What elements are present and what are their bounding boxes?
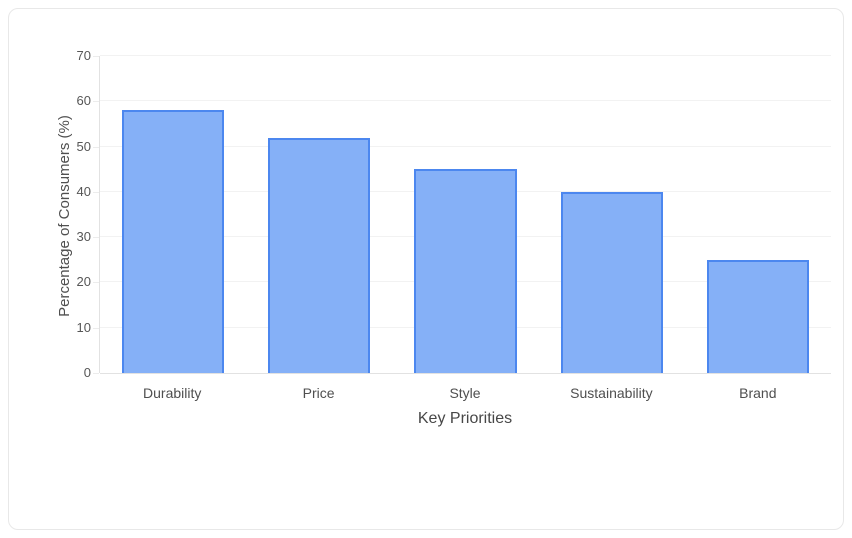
y-gridline — [100, 146, 831, 147]
x-axis-labels: Durability Price Style Sustainability Brand — [99, 383, 831, 403]
bar-slot — [392, 56, 538, 373]
y-tick-mark — [93, 147, 99, 148]
y-tick-mark — [93, 101, 99, 102]
plot-area — [99, 55, 831, 374]
bar-slot — [100, 56, 246, 373]
bar-slot — [539, 56, 685, 373]
bar-style — [414, 169, 517, 373]
bar-sustainability — [560, 191, 663, 373]
x-axis-title: Key Priorities — [417, 410, 513, 427]
x-category-label: Sustainability — [570, 385, 653, 401]
y-tick-label: 30 — [76, 229, 91, 244]
y-tick-label: 70 — [76, 48, 91, 63]
y-tick-label: 20 — [76, 274, 91, 289]
x-category-label: Price — [302, 385, 335, 401]
x-category-label: Style — [449, 385, 481, 401]
x-category-label: Brand — [739, 385, 777, 401]
x-category-label: Durability — [143, 385, 202, 401]
y-gridline — [100, 55, 831, 56]
y-tick-mark — [93, 56, 99, 57]
bar-slot — [246, 56, 392, 373]
bar-slot — [685, 56, 831, 373]
bar-brand — [706, 259, 810, 373]
y-tick-label: 10 — [76, 320, 91, 335]
bar-price — [268, 137, 371, 373]
y-tick-label: 50 — [76, 139, 91, 154]
y-tick-mark — [93, 192, 99, 193]
y-tick-label: 40 — [76, 184, 91, 199]
bar-durability — [121, 110, 225, 373]
y-tick-mark — [93, 373, 99, 374]
y-axis-title: Percentage of Consumers (%) — [56, 115, 73, 317]
chart-card: Percentage of Consumers (%) 0 10 20 30 40 50 6… — [8, 8, 844, 530]
y-tick-mark — [93, 328, 99, 329]
y-tick-mark — [93, 237, 99, 238]
y-tick-mark — [93, 282, 99, 283]
y-tick-label: 0 — [83, 365, 91, 380]
x-axis-line — [100, 373, 831, 374]
bars-layer — [100, 56, 831, 373]
y-gridline — [100, 100, 831, 101]
y-tick-label: 60 — [76, 93, 91, 108]
